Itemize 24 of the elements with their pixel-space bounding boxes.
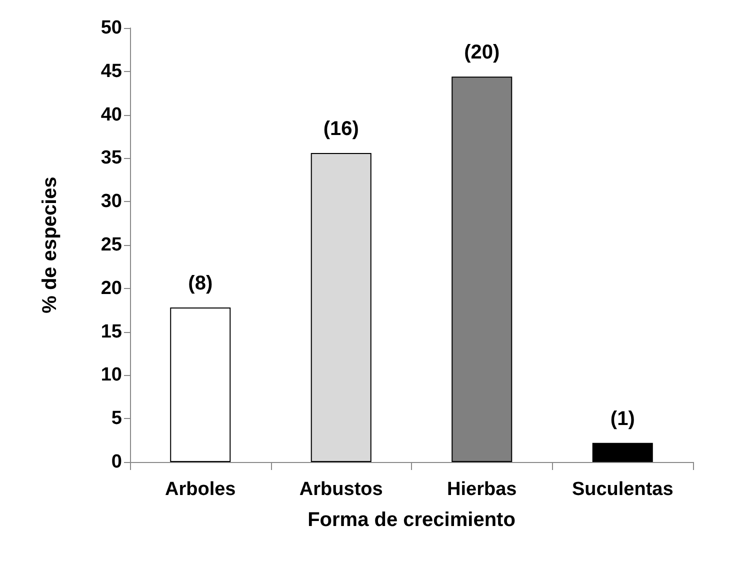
y-tick-label: 10 xyxy=(100,364,122,386)
y-axis-title: % de especies xyxy=(39,176,61,314)
y-tick-label: 15 xyxy=(100,321,122,342)
y-tick-label: 40 xyxy=(100,104,122,126)
x-tick-label: Arboles xyxy=(165,479,236,500)
y-tick-label: 30 xyxy=(100,191,122,212)
y-tick-label: 20 xyxy=(100,278,122,299)
y-tick-label: 5 xyxy=(111,408,122,430)
y-tick-label: 50 xyxy=(100,18,122,38)
x-tick-label: Arbustos xyxy=(299,479,383,500)
annotation: (1) xyxy=(610,408,635,430)
bar xyxy=(592,442,653,462)
annotation: (8) xyxy=(188,272,213,294)
x-tick-label: Hierbas xyxy=(447,479,517,500)
y-tick-label: 0 xyxy=(111,452,122,472)
annotation: (16) xyxy=(323,118,359,140)
bar xyxy=(310,152,372,462)
x-axis-title: Forma de crecimiento xyxy=(308,509,516,531)
annotation: (20) xyxy=(464,42,500,64)
y-tick-label: 25 xyxy=(100,234,122,256)
y-tick-label: 35 xyxy=(100,148,122,169)
bar xyxy=(170,307,231,462)
x-tick-label: Suculentas xyxy=(572,479,674,500)
y-tick-label: 45 xyxy=(100,60,122,82)
